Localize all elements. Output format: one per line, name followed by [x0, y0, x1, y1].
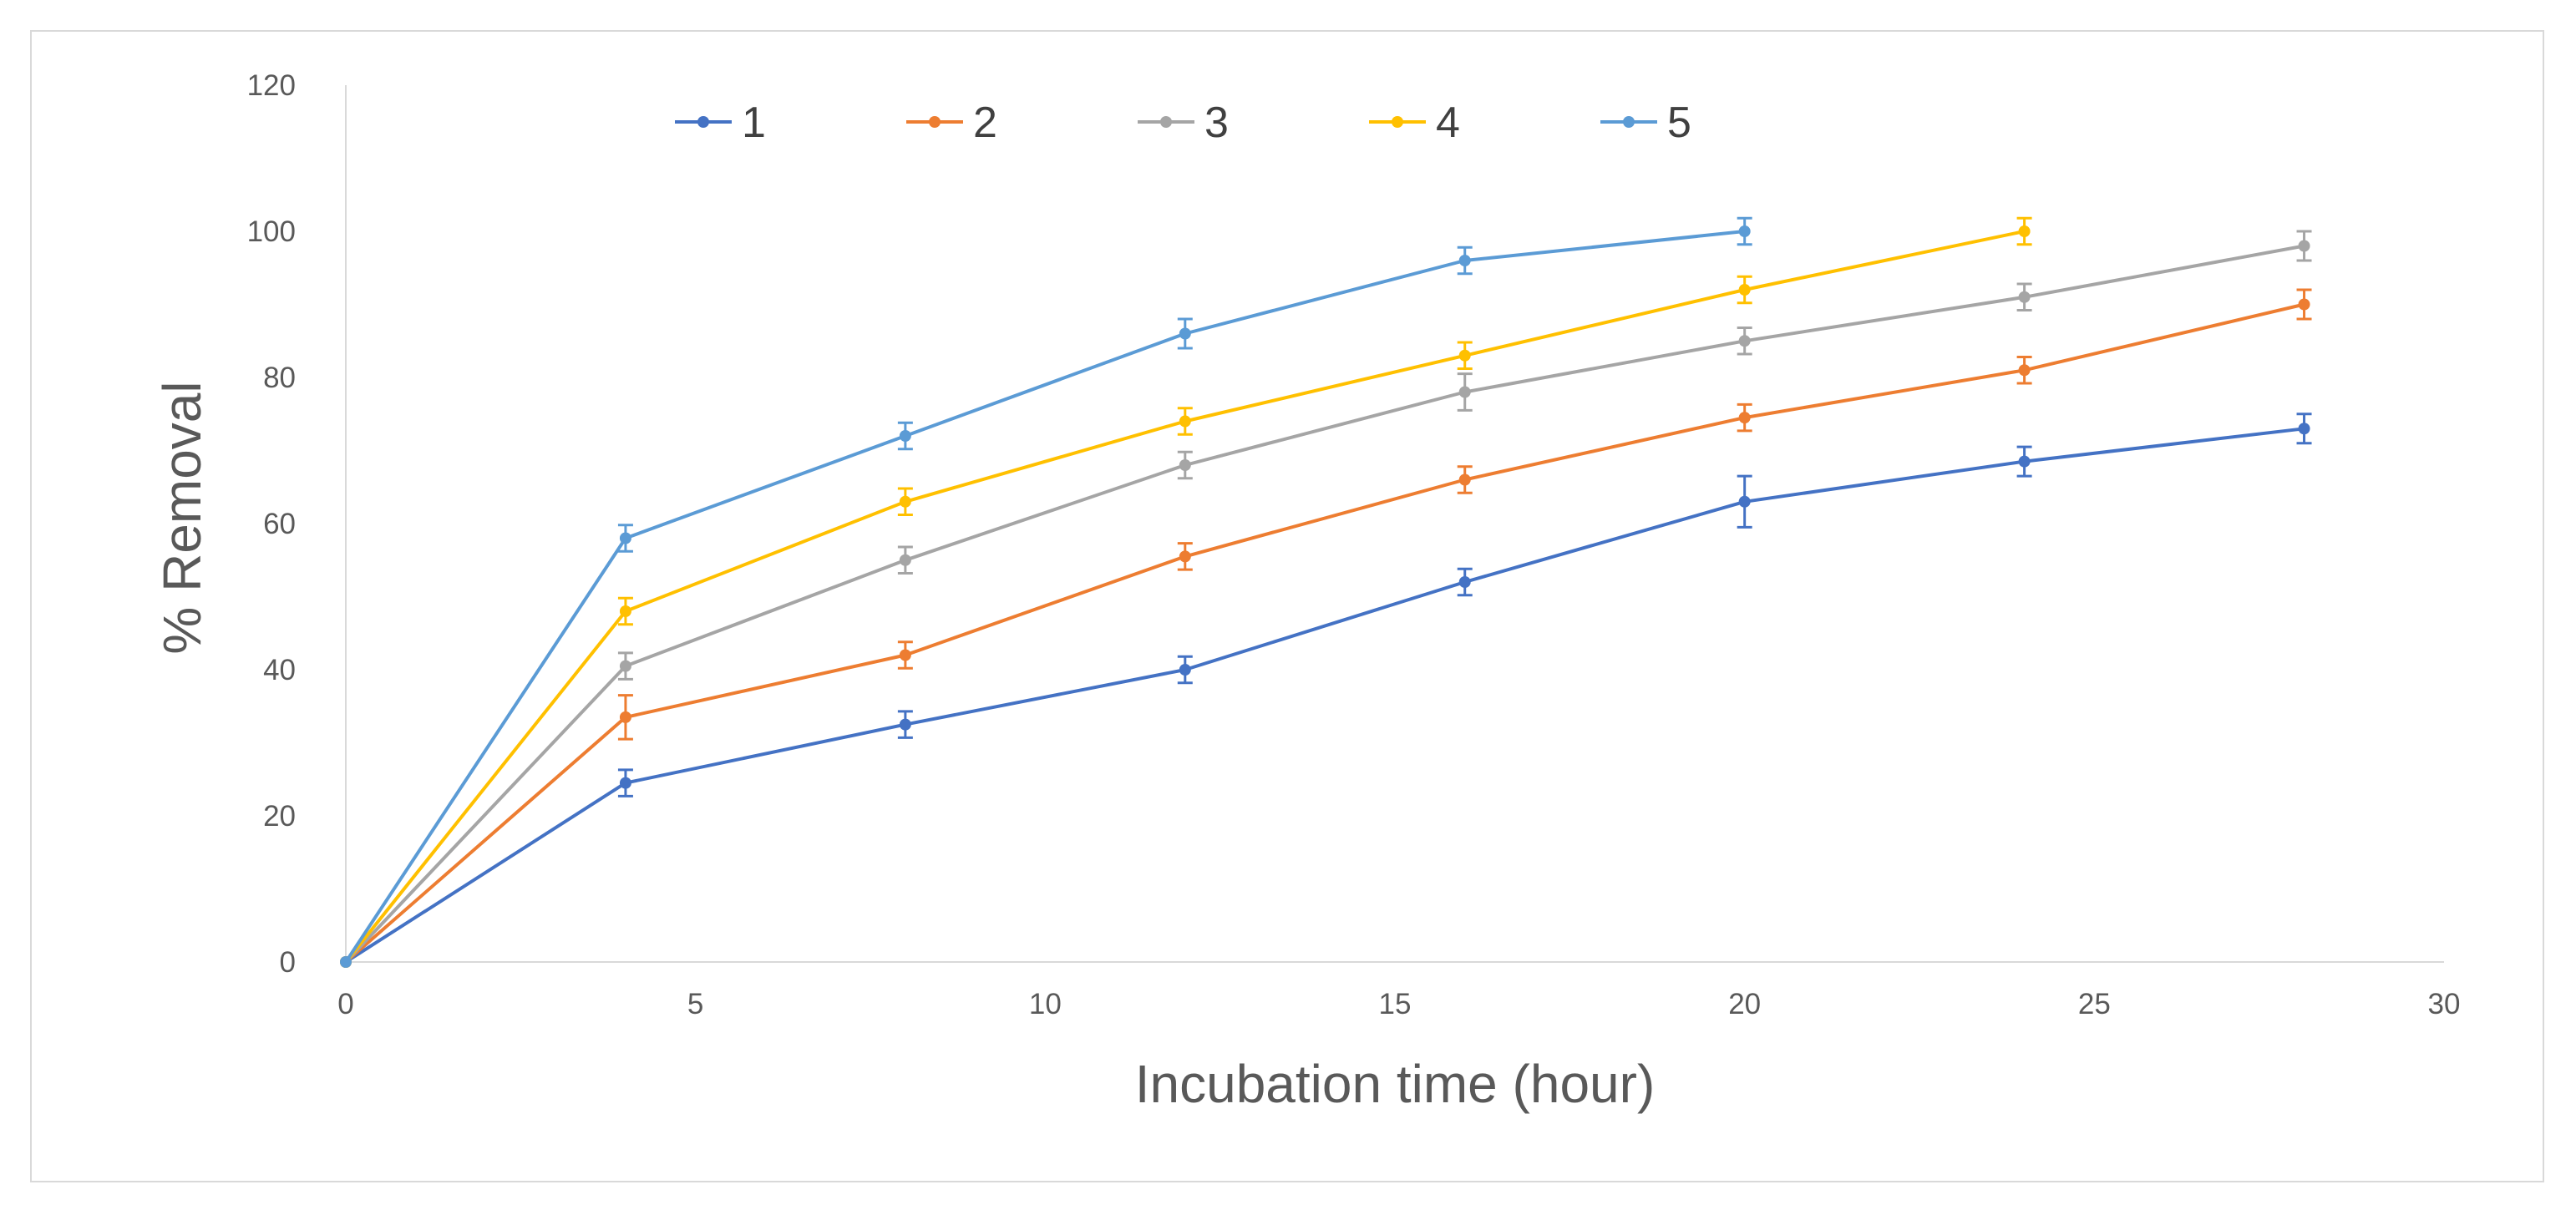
- x-tick-label: 0: [337, 988, 353, 1020]
- data-point: [2298, 240, 2310, 252]
- data-point: [899, 495, 911, 508]
- legend-label: 1: [742, 99, 766, 147]
- data-point: [1179, 459, 1191, 471]
- data-point: [619, 711, 631, 723]
- series-line-1: [344, 427, 2305, 964]
- data-point: [1179, 664, 1191, 676]
- legend-label: 3: [1204, 99, 1229, 147]
- y-tick-label: 120: [247, 69, 296, 102]
- x-tick-label: 15: [1379, 988, 1412, 1020]
- x-tick-label: 5: [687, 988, 703, 1020]
- x-tick-label: 20: [1728, 988, 1761, 1020]
- legend-swatch-marker: [1160, 116, 1172, 128]
- series-layer: [340, 216, 2312, 968]
- y-tick-label: 60: [263, 508, 296, 540]
- x-axis-title: Incubation time (hour): [1135, 1054, 1656, 1114]
- data-point: [1458, 576, 1471, 588]
- legend-swatch-marker: [1392, 116, 1403, 128]
- data-point: [1458, 349, 1471, 362]
- chart-frame: [30, 30, 2544, 1182]
- data-point: [1458, 386, 1471, 398]
- y-tick-label: 100: [247, 215, 296, 248]
- data-point: [2018, 291, 2031, 303]
- x-tick-label: 25: [2078, 988, 2111, 1020]
- legend-label: 4: [1436, 99, 1460, 147]
- data-point: [1179, 327, 1191, 340]
- y-axis-title: % Removal: [152, 381, 212, 654]
- data-point: [2018, 225, 2031, 237]
- legend-item-1: 1: [675, 99, 766, 147]
- x-tick-label: 10: [1029, 988, 1062, 1020]
- data-point: [1738, 412, 1751, 424]
- y-tick-label: 80: [263, 362, 296, 394]
- data-point: [1738, 225, 1751, 237]
- series-line-3: [344, 244, 2305, 964]
- data-point: [1179, 550, 1191, 563]
- data-point: [1179, 415, 1191, 428]
- series-2: [340, 288, 2312, 968]
- series-line-2: [344, 302, 2305, 964]
- legend-item-4: 4: [1369, 99, 1460, 147]
- y-tick-label: 20: [263, 800, 296, 833]
- legend-item-3: 3: [1138, 99, 1229, 147]
- legend-swatch-marker: [697, 116, 709, 128]
- data-point: [2298, 423, 2310, 435]
- legend-swatch-marker: [929, 116, 941, 128]
- x-tick-label: 30: [2428, 988, 2461, 1020]
- series-5: [340, 216, 1752, 968]
- legend-label: 5: [1667, 99, 1691, 147]
- legend: 1 2 3 4 5: [675, 99, 1691, 147]
- data-point: [899, 649, 911, 661]
- data-point: [1458, 255, 1471, 266]
- series-line-5: [344, 230, 1745, 964]
- legend-item-5: 5: [1600, 99, 1691, 147]
- series-1: [340, 413, 2312, 968]
- data-point: [619, 532, 631, 544]
- data-point: [899, 554, 911, 566]
- data-point: [619, 777, 631, 789]
- data-point: [619, 605, 631, 617]
- y-tick-label: 40: [263, 654, 296, 686]
- data-point: [2018, 364, 2031, 377]
- data-point: [1738, 284, 1751, 296]
- legend-item-2: 2: [906, 99, 997, 147]
- legend-swatch-marker: [1623, 116, 1635, 128]
- data-point: [899, 430, 911, 442]
- data-point: [1738, 335, 1751, 347]
- data-point: [1458, 473, 1471, 486]
- series-3: [340, 230, 2312, 968]
- data-point: [2018, 455, 2031, 468]
- data-point: [1738, 495, 1751, 508]
- data-point: [619, 660, 631, 672]
- data-point: [340, 956, 352, 968]
- legend-label: 2: [973, 99, 997, 147]
- data-point: [2298, 298, 2310, 311]
- data-point: [899, 718, 911, 731]
- y-tick-label: 0: [280, 946, 296, 979]
